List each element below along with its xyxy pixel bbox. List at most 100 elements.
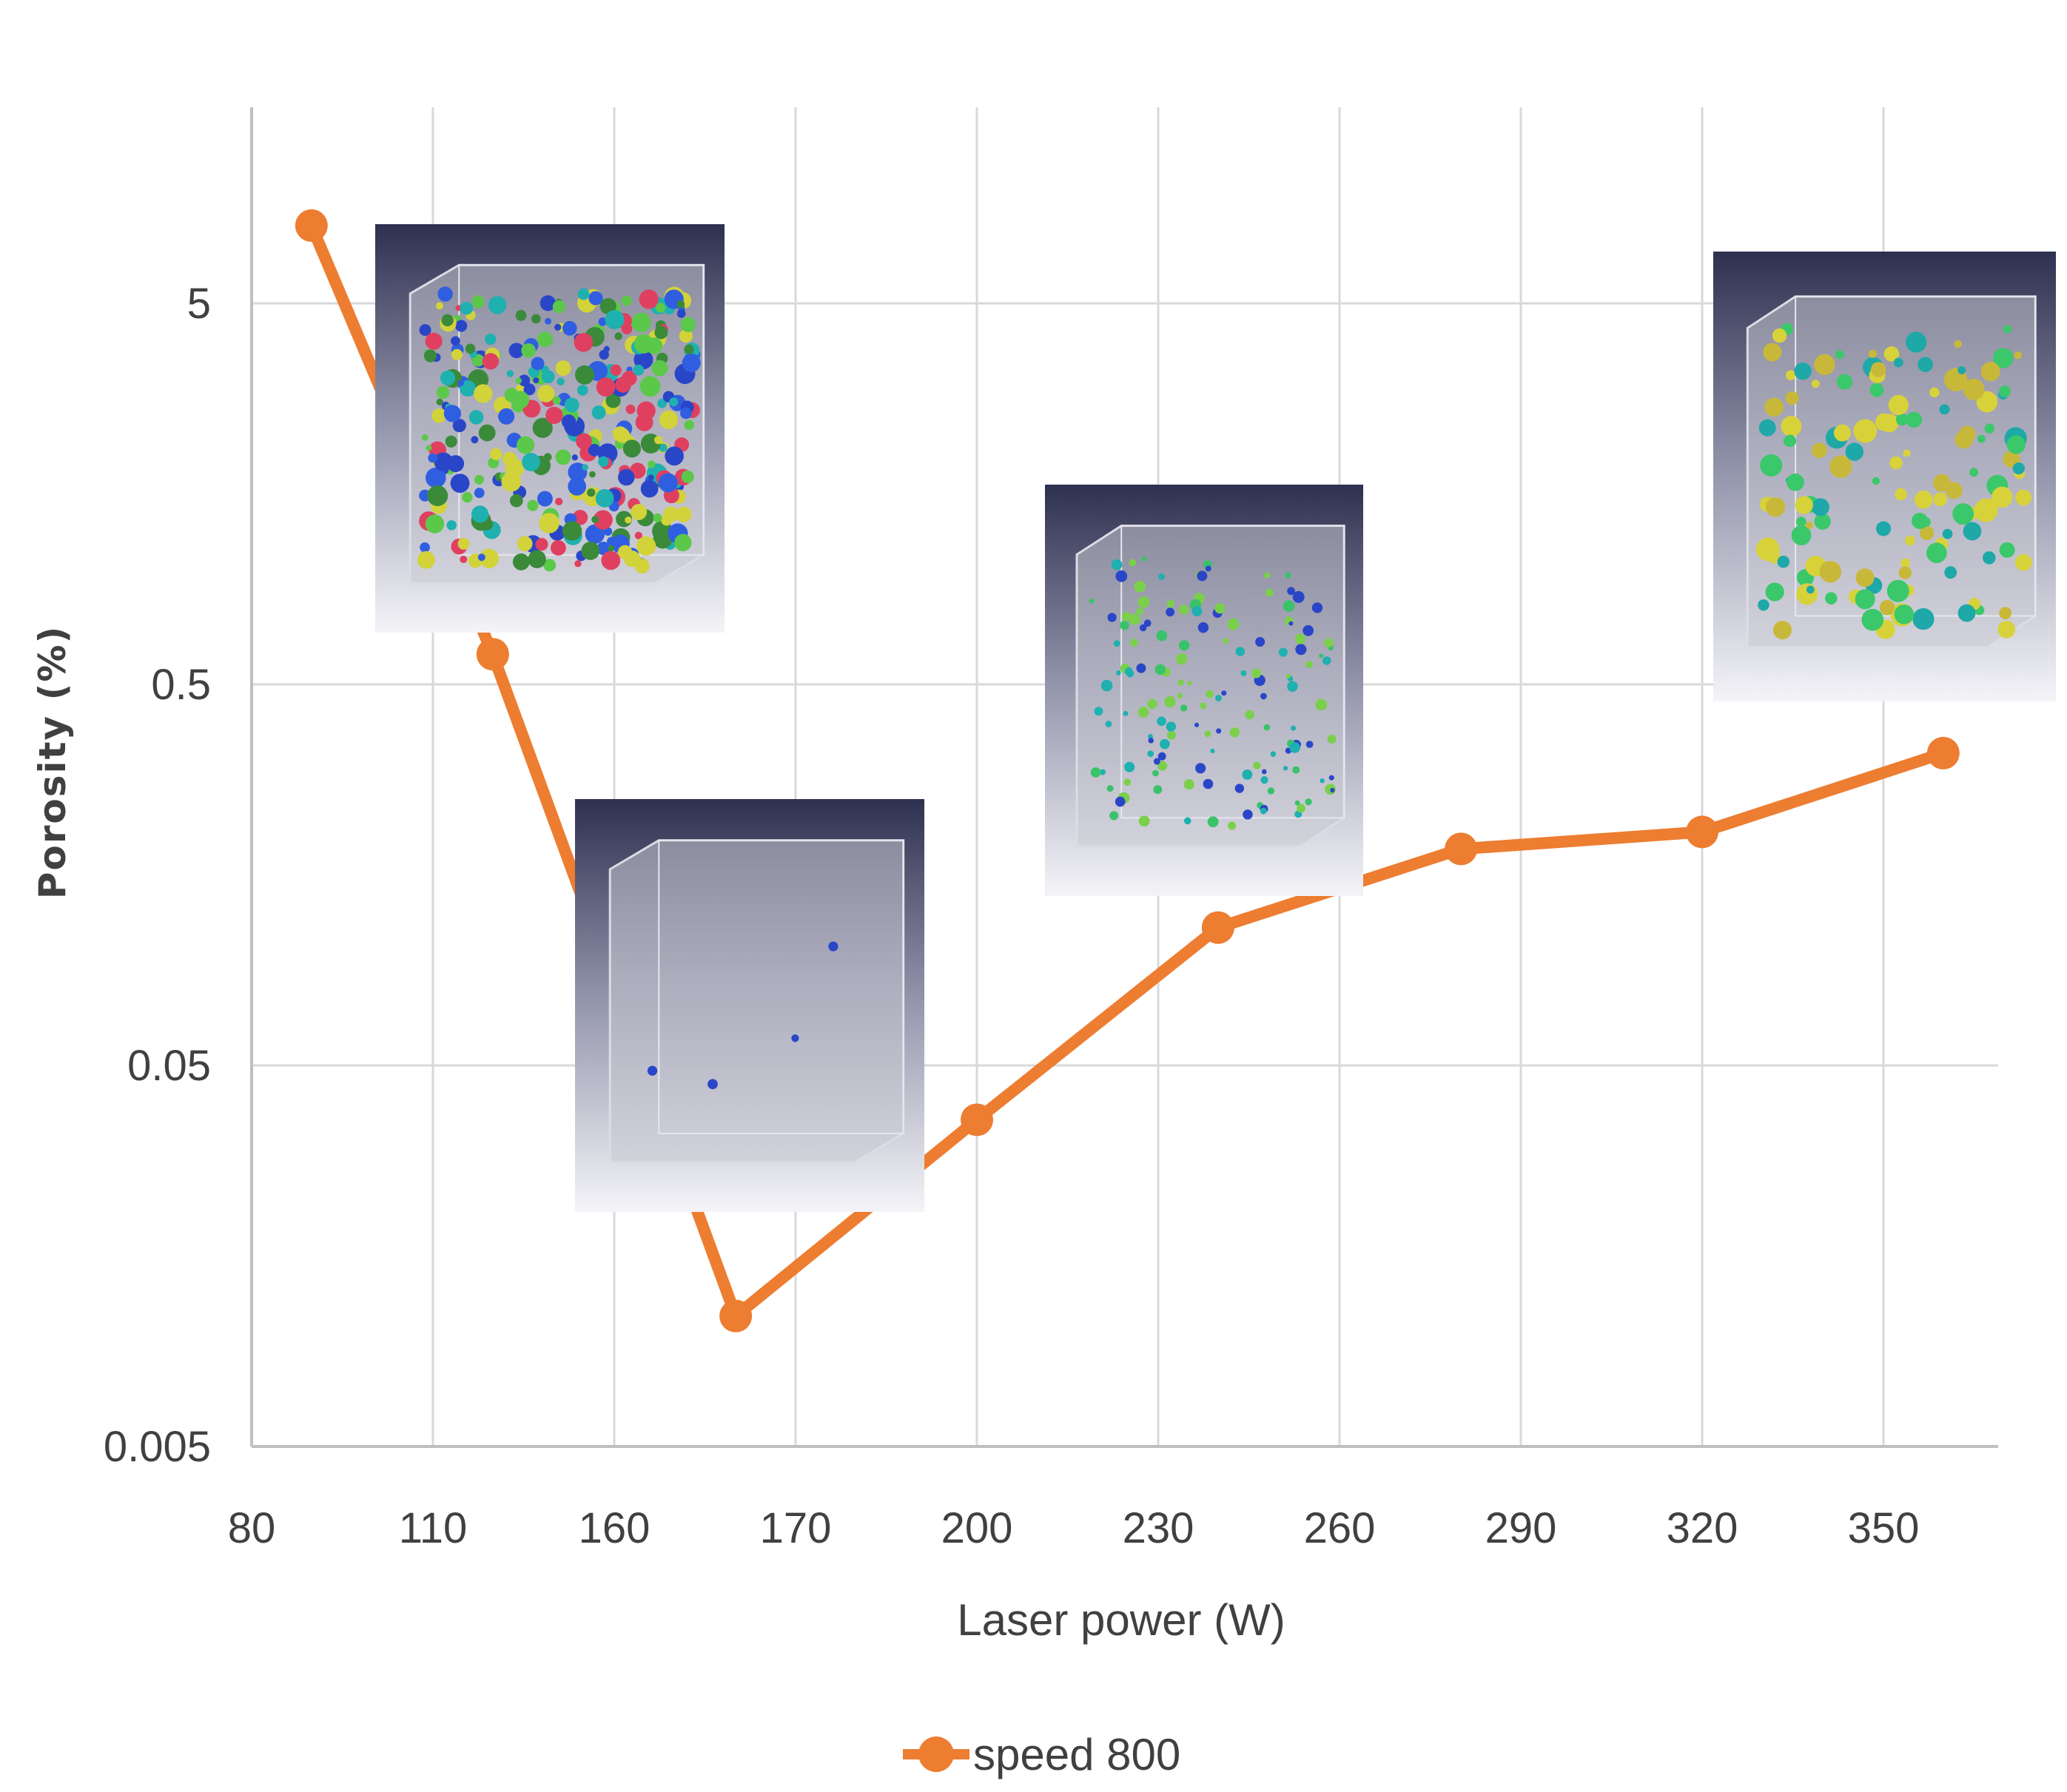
pore — [1105, 721, 1112, 727]
pore — [554, 306, 562, 313]
pore — [676, 309, 686, 318]
pore — [1285, 572, 1291, 579]
pore — [1795, 496, 1813, 514]
pore — [1124, 761, 1135, 772]
pore — [1324, 638, 1334, 648]
pore — [631, 312, 651, 333]
pore — [1795, 516, 1806, 528]
pore — [1123, 778, 1132, 786]
pore — [1974, 498, 1998, 522]
pore — [460, 556, 468, 564]
pore — [659, 443, 668, 452]
pore — [1099, 769, 1106, 775]
pore — [425, 514, 445, 533]
pore — [1157, 752, 1166, 761]
pore — [425, 332, 443, 350]
pore — [640, 479, 659, 498]
pore — [1177, 679, 1184, 686]
pore — [1805, 521, 1813, 529]
pore — [455, 305, 462, 311]
pore — [462, 492, 473, 503]
pore — [684, 344, 694, 354]
pore — [532, 417, 553, 438]
pore — [508, 343, 525, 359]
y-tick-label: 5 — [187, 280, 211, 328]
axes — [250, 107, 1998, 1448]
pore — [653, 513, 662, 522]
pore — [434, 452, 453, 471]
pore — [1942, 528, 1953, 539]
pore — [1109, 811, 1119, 821]
pore — [679, 329, 693, 343]
pore — [657, 398, 668, 408]
pore — [1886, 579, 1909, 602]
pore — [1982, 551, 1996, 565]
pore — [651, 360, 668, 377]
pore — [1157, 716, 1166, 727]
pore — [1264, 572, 1271, 579]
pore — [596, 377, 616, 397]
pore — [1155, 664, 1166, 676]
pore — [656, 303, 666, 313]
x-tick-label: 170 — [760, 1504, 832, 1552]
pore — [562, 320, 577, 336]
pore — [682, 353, 701, 372]
pore — [1216, 728, 1222, 734]
pore — [589, 471, 596, 478]
pore — [1158, 573, 1165, 580]
legend-swatch-marker — [918, 1737, 954, 1772]
pore — [791, 1034, 799, 1042]
pore — [680, 407, 692, 420]
pore — [1969, 468, 1979, 477]
pore — [1791, 525, 1812, 546]
pore — [537, 331, 553, 348]
pore — [618, 468, 635, 486]
pore — [1957, 366, 1966, 374]
pore — [1999, 607, 2012, 620]
pore — [535, 538, 548, 551]
pore — [1315, 698, 1328, 711]
pore — [446, 520, 457, 530]
pore — [1875, 521, 1892, 536]
pore — [633, 350, 653, 370]
pore — [1829, 455, 1852, 478]
pore — [1142, 556, 1147, 562]
pore — [554, 323, 562, 331]
data-point — [1686, 815, 1718, 849]
pore — [545, 406, 563, 425]
pore — [1861, 608, 1884, 631]
pore — [1926, 542, 1947, 564]
pore — [1305, 741, 1314, 748]
pore — [636, 536, 656, 556]
pore — [436, 385, 450, 400]
pore — [608, 545, 614, 552]
x-tick-label: 80 — [228, 1504, 276, 1552]
pore — [658, 473, 678, 493]
pore — [1765, 497, 1786, 517]
pore — [490, 448, 503, 461]
pore — [1177, 693, 1183, 698]
pore — [1320, 778, 1325, 784]
pore — [1235, 647, 1246, 656]
pore — [485, 333, 497, 346]
pore — [576, 433, 592, 450]
pore — [1166, 607, 1175, 617]
x-tick-label: 320 — [1667, 1504, 1738, 1552]
pore — [603, 527, 613, 536]
pore — [1929, 387, 1940, 397]
pore — [1129, 613, 1140, 625]
pore — [1327, 734, 1337, 744]
pore — [1129, 639, 1138, 647]
pore — [577, 288, 590, 300]
pore — [617, 545, 633, 560]
pore — [1760, 454, 1783, 477]
pore — [420, 542, 430, 553]
pore — [1872, 476, 1881, 485]
pore — [460, 301, 474, 315]
pore — [633, 334, 653, 354]
data-point — [1926, 736, 1960, 769]
pore — [1205, 565, 1211, 572]
pore — [1197, 570, 1208, 582]
pore — [1939, 404, 1950, 415]
y-axis-title: Porosity (%) — [31, 625, 74, 900]
